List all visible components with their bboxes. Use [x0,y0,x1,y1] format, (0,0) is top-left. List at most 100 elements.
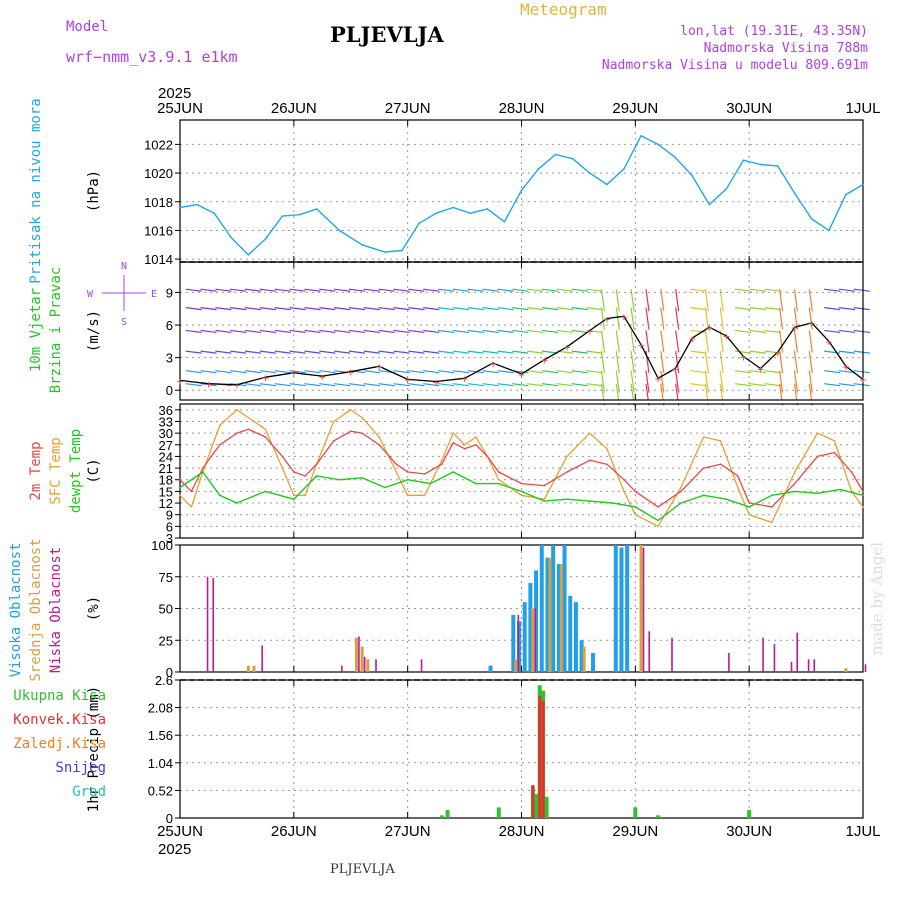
temperature-ytick-label: 9 [166,508,173,523]
wind-arrow [824,383,841,387]
wind-arrow [245,307,262,311]
top-date-label: 28JUN [499,100,545,117]
sfc-temp-line-point [566,455,568,458]
temp-2m-line-point [543,484,546,487]
station-footer: PLJEVLJA [330,862,395,877]
model-name: wrf−nmm_v3.9.1 e1km [66,48,238,66]
cloud-side-label: Visoka Oblacnost [8,543,24,678]
sfc-temp-line-point [862,506,864,508]
precip-bar [538,695,542,818]
wind-arrow [838,329,856,334]
wind-arrow [704,307,709,330]
cloud-bar [517,614,520,672]
dewpoint-line-point [179,486,181,489]
wind-arrow [808,370,813,393]
precipitation-ytick-label: 2.6 [155,673,173,688]
wind-gust-marker: + [319,370,326,383]
bottom-date-label: 27JUN [385,823,431,840]
wind-arrow [408,350,425,354]
dewpoint-line-point [862,494,864,497]
wind-arrow [764,329,781,334]
wind-arrow [615,351,620,374]
wind-arrow [215,370,232,374]
wind-arrow [200,288,217,292]
wind-arrow [482,307,499,311]
wind-arrow [304,350,321,354]
wind-arrow [779,330,784,353]
dewpoint-line-point [816,492,819,495]
wind-arrow [423,329,440,334]
wind-arrow [185,370,202,374]
wind-arrow [200,350,217,354]
sfc-temp-line-point [702,436,705,438]
wind-arrow [289,288,306,292]
wind-arrow [200,383,217,387]
wind-arrow [319,329,336,334]
wind-arrow [630,330,635,353]
wind-arrow [571,307,588,311]
wind-arrow [334,350,351,354]
wind-arrow [779,351,784,374]
wind-speed-line-point [862,378,864,381]
precipitation-ytick-label: 0 [166,811,173,826]
pressure-line-point [725,188,728,190]
pressure-side-label: Pritisak na nivou mora [28,98,44,283]
wind-arrow [467,307,484,311]
model-label: Model [66,19,109,35]
wind-speed-line-point [810,322,813,324]
wind-arrow [793,289,799,312]
wind-ytick-label: 0 [166,383,173,398]
wind-ytick-label: 6 [166,318,173,333]
wind-speed-line-point [589,329,591,332]
compass-south: S [121,317,127,328]
temperature-side-label: 2m Temp [28,441,44,500]
dewpoint-line-point [839,488,842,491]
bottom-date-label: 26JUN [271,823,317,840]
wind-arrow [215,307,232,311]
wind-speed-line-point [606,317,608,320]
sfc-temp-line-point [423,494,426,497]
pressure-line-point [708,203,711,206]
wind-gust-marker: + [706,322,713,335]
wind-arrow [853,383,870,387]
pressure-line-point [361,243,363,246]
wind-gust-marker: + [689,332,696,345]
cloud-bar [568,595,573,672]
temp-2m-line-point [566,471,568,473]
cloud-bar [648,631,651,672]
wind-arrow [838,288,856,292]
wind-arrow [690,350,707,354]
pressure-line-point [179,206,181,209]
wind-gust-marker: + [490,357,497,370]
wind-arrow [423,370,440,374]
wind-arrow [527,307,544,311]
temperature-ylabel: (C) [86,458,102,483]
wind-mask [180,400,863,403]
wind-arrow [289,329,306,334]
cloud-ytick-label: 100 [151,538,173,553]
temp-2m-line-point [497,471,500,473]
top-date-label: 30JUN [726,100,772,117]
cloud-bar [642,547,645,672]
wind-speed-line-point [640,343,642,346]
pressure-line-point [503,221,506,223]
wind-arrow [779,370,784,393]
sfc-temp-line-point [406,494,409,497]
cloud-bar [420,659,423,672]
bottom-date-label: 25JUN [157,823,203,840]
wind-arrow [527,329,544,334]
wind-arrow [452,288,470,292]
compass-east: E [151,289,157,300]
wind-gust-marker: + [757,363,764,376]
dewpoint-line-point [793,490,796,493]
temp-2m-line-point [332,440,335,442]
wind-arrow [719,351,724,374]
wind-arrow [704,330,709,353]
wind-arrow [719,330,724,353]
wind-arrow [719,370,724,393]
wind-arrow [408,307,425,311]
wind-speed-line-point [435,380,437,383]
wind-arrow [304,329,321,334]
wind-arrow [615,289,620,312]
top-date-label: 29JUN [612,100,658,117]
